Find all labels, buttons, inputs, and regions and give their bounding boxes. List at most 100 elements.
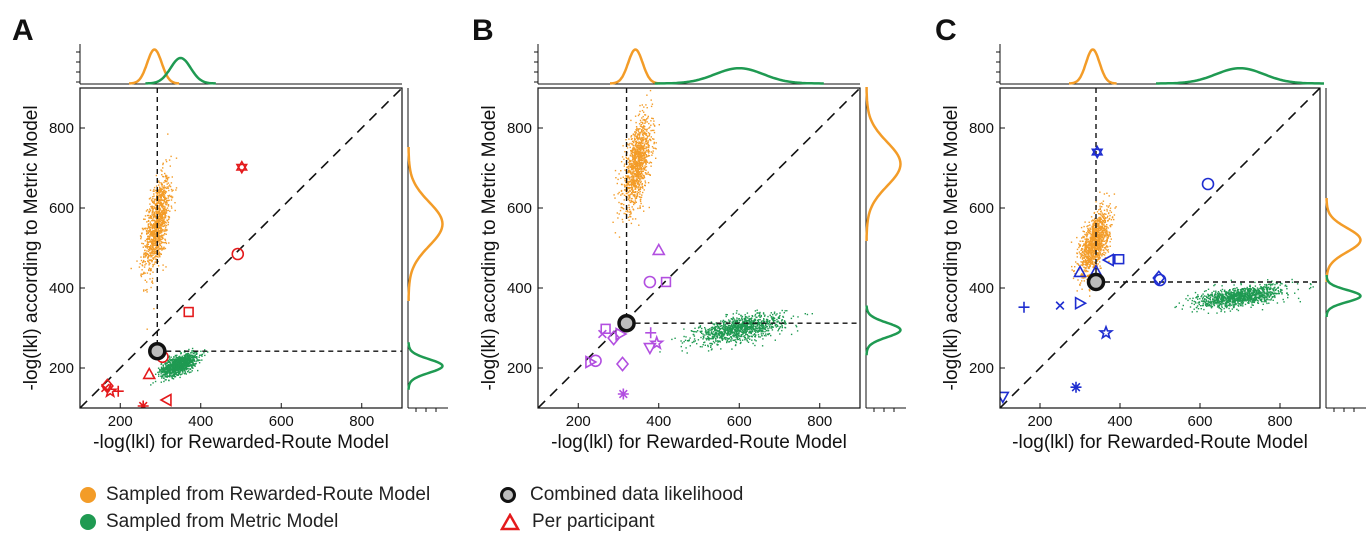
reward-cloud-point: [643, 161, 646, 163]
reward-cloud-point: [625, 156, 627, 158]
metric-cloud-point: [192, 350, 194, 352]
reward-cloud-point: [161, 186, 163, 188]
reward-cloud-point: [1100, 226, 1102, 228]
reward-cloud-point: [159, 196, 161, 198]
reward-cloud-point: [143, 271, 145, 274]
reward-cloud-point: [165, 241, 167, 244]
metric-cloud-point: [719, 334, 721, 336]
reward-cloud-point: [635, 172, 638, 174]
y-tick-label: 600: [49, 200, 74, 217]
reward-cloud-point: [155, 212, 157, 214]
reward-cloud-point: [153, 190, 155, 192]
reward-cloud-point: [165, 197, 167, 199]
reward-cloud-point: [1079, 283, 1081, 286]
metric-cloud-point: [185, 354, 187, 356]
reward-cloud-point: [1088, 267, 1090, 270]
reward-cloud-point: [634, 150, 636, 153]
metric-cloud-point: [704, 327, 706, 329]
reward-cloud-point: [636, 180, 638, 182]
reward-cloud-point: [645, 163, 647, 165]
reward-cloud-point: [646, 118, 648, 120]
metric-cloud-point: [755, 340, 757, 342]
metric-cloud-point: [196, 359, 199, 361]
reward-cloud-point: [163, 207, 165, 209]
reward-cloud-point: [642, 127, 644, 130]
metric-cloud-point: [712, 331, 715, 333]
reward-cloud-point: [160, 238, 162, 241]
metric-cloud-point: [171, 370, 174, 372]
reward-cloud-point: [155, 223, 157, 225]
reward-cloud-point: [1089, 248, 1091, 250]
reward-cloud-point: [157, 237, 159, 239]
reward-cloud-point: [149, 259, 151, 262]
metric-cloud-point: [176, 354, 178, 356]
metric-cloud-point: [731, 348, 733, 350]
reward-cloud-point: [153, 257, 155, 259]
metric-cloud-point: [179, 374, 182, 376]
metric-cloud-point: [175, 368, 177, 370]
metric-cloud-point: [707, 331, 710, 333]
metric-cloud-point: [750, 329, 753, 331]
reward-cloud-point: [626, 209, 629, 211]
reward-cloud-point: [1081, 249, 1083, 251]
metric-cloud-point: [178, 358, 180, 360]
reward-cloud-point: [635, 168, 637, 170]
metric-cloud-point: [183, 356, 185, 358]
reward-cloud-point: [165, 201, 167, 203]
reward-cloud-point: [1083, 257, 1085, 259]
reward-cloud-point: [162, 175, 164, 178]
reward-cloud-point: [633, 147, 635, 149]
reward-cloud-point: [153, 233, 156, 235]
reward-cloud-point: [635, 166, 638, 168]
reward-cloud-point: [633, 194, 635, 196]
y-axis-label: -log(lkl) according to Metric Model: [21, 105, 42, 390]
reward-cloud-point: [630, 178, 633, 180]
metric-cloud-point: [705, 331, 707, 334]
reward-cloud-point: [143, 256, 145, 259]
reward-cloud-point: [638, 189, 641, 191]
metric-cloud-point: [768, 326, 771, 328]
reward-cloud-point: [627, 183, 629, 185]
metric-cloud-point: [192, 355, 194, 357]
reward-cloud-point: [647, 155, 649, 157]
reward-cloud-point: [166, 229, 168, 231]
reward-cloud-point: [141, 269, 143, 271]
reward-cloud-point: [149, 210, 151, 213]
reward-cloud-point: [167, 133, 169, 135]
reward-cloud-point: [643, 143, 646, 146]
reward-cloud-point: [149, 252, 151, 254]
metric-cloud-point: [187, 364, 189, 367]
metric-cloud-point: [164, 372, 166, 374]
reward-cloud-point: [629, 201, 632, 204]
metric-cloud-point: [160, 368, 162, 371]
reward-cloud-point: [630, 200, 632, 202]
reward-cloud-point: [162, 199, 164, 202]
metric-cloud-point: [191, 347, 194, 350]
metric-cloud-point: [737, 329, 739, 332]
reward-cloud-point: [1106, 240, 1108, 243]
metric-cloud-point: [190, 371, 192, 373]
metric-cloud-point: [180, 352, 182, 354]
metric-cloud-point: [173, 376, 176, 378]
reward-cloud-point: [630, 119, 632, 122]
metric-cloud-point: [183, 359, 185, 361]
metric-cloud-point: [747, 341, 750, 343]
reward-cloud-point: [641, 140, 643, 143]
reward-cloud-point: [150, 268, 152, 271]
reward-cloud-point: [154, 241, 156, 243]
reward-cloud-point: [161, 174, 163, 176]
reward-cloud-point: [638, 153, 640, 155]
metric-cloud-point: [171, 377, 174, 380]
reward-cloud-point: [628, 208, 631, 211]
reward-cloud-point: [1107, 227, 1109, 229]
reward-cloud-point: [649, 132, 651, 135]
metric-cloud-point: [186, 353, 188, 355]
reward-cloud-point: [617, 217, 619, 219]
metric-cloud-point: [180, 366, 182, 368]
reward-cloud-point: [639, 207, 641, 209]
metric-cloud-point: [194, 351, 197, 353]
reward-cloud-point: [155, 252, 157, 254]
reward-cloud-point: [157, 197, 159, 200]
reward-cloud-point: [163, 190, 165, 192]
metric-cloud-point: [735, 341, 738, 344]
